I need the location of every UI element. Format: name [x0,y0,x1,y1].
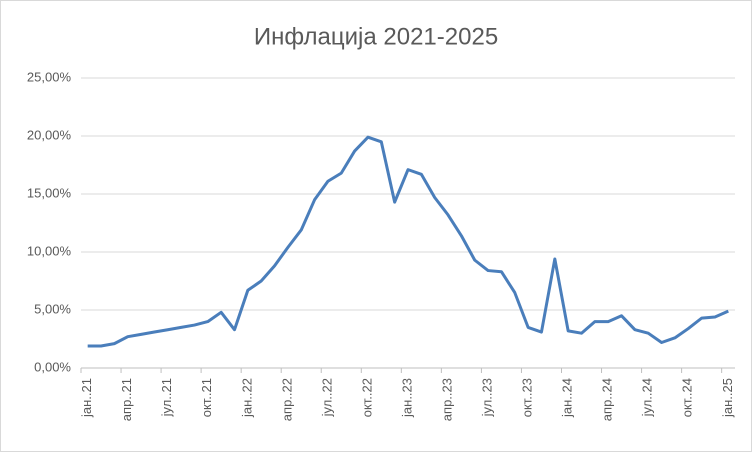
x-tick-label: апр..24 [600,378,615,421]
x-tick-label: апр..23 [439,378,454,421]
x-tick-label: окт..24 [680,378,695,417]
x-tick-label: окт..23 [520,378,535,417]
x-tick-label: апр..22 [279,378,294,421]
y-tick-label: 25,00% [27,69,72,84]
y-tick-label: 10,00% [27,243,72,258]
y-tick-label: 15,00% [27,185,72,200]
x-tick-label: јан..25 [720,378,735,418]
y-tick-label: 0,00% [34,359,71,374]
x-tick-label: јул..22 [319,378,334,417]
chart-title: Инфлација 2021-2025 [254,23,498,50]
x-tick-label: апр..21 [119,378,134,421]
x-tick-label: јан..23 [399,378,414,418]
x-tick-label: окт..22 [359,378,374,417]
x-tick-label: јан..21 [79,378,94,418]
x-tick-label: јул..23 [480,378,495,417]
x-tick-label: јан..22 [239,378,254,418]
x-tick-label: јан..24 [560,378,575,418]
line-series [87,135,729,348]
y-tick-label: 20,00% [27,127,72,142]
x-tick-label: окт..21 [199,378,214,417]
x-tick-label: јул..21 [159,378,174,417]
x-tick-label: јул..24 [640,378,655,417]
y-tick-label: 5,00% [34,301,71,316]
